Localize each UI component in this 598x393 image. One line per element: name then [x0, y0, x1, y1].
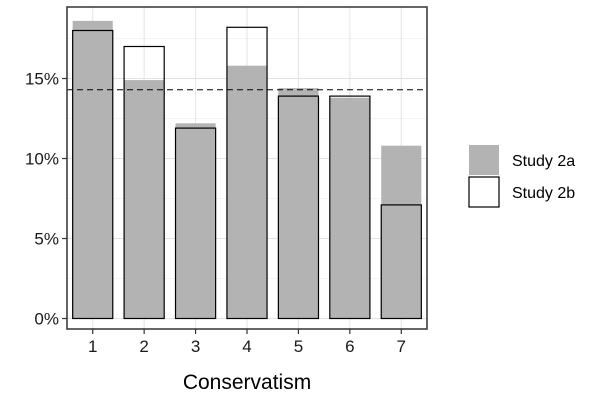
x-tick-label: 5 — [294, 337, 303, 356]
x-tick-label: 7 — [397, 337, 406, 356]
x-tick-label: 6 — [345, 337, 354, 356]
bar-study-2a-5 — [278, 88, 319, 319]
bar-study-2a-1 — [72, 20, 113, 319]
bar-study-2a-3 — [175, 123, 216, 319]
x-axis-title: Conservatism — [183, 371, 311, 393]
x-axis: 1 2 3 4 5 6 7 — [88, 329, 406, 356]
legend-key-study-2b — [468, 176, 500, 208]
bar-study-2a-6 — [329, 97, 370, 319]
legend: Study 2a Study 2b — [468, 145, 575, 208]
bar-study-2b-2 — [123, 45, 165, 320]
x-tick-label: 4 — [242, 337, 251, 356]
y-axis: 0% 5% 10% 15% — [25, 70, 67, 329]
bar-study-2b-3 — [174, 127, 217, 320]
legend-label: Study 2b — [512, 185, 575, 202]
legend-key-study-2a — [469, 145, 499, 175]
bar-study-2b-4 — [226, 26, 268, 320]
series-study-2a — [72, 20, 422, 319]
x-tick-label: 1 — [88, 337, 97, 356]
y-tick-label: 15% — [25, 70, 59, 89]
bar-study-2a-2 — [124, 80, 165, 319]
y-tick-label: 5% — [34, 230, 59, 249]
bar-study-2a-4 — [226, 65, 268, 319]
x-tick-label: 3 — [191, 337, 200, 356]
x-tick-label: 2 — [139, 337, 148, 356]
bar-study-2a-7 — [381, 145, 422, 319]
series-study-2b — [72, 26, 422, 320]
y-tick-label: 10% — [25, 150, 59, 169]
bar-study-2b-6 — [329, 95, 371, 320]
bar-study-2b-7 — [380, 204, 422, 320]
bar-study-2b-5 — [277, 95, 320, 320]
bar-study-2b-1 — [72, 29, 114, 320]
legend-label: Study 2a — [512, 153, 575, 170]
y-tick-label: 0% — [34, 310, 59, 329]
